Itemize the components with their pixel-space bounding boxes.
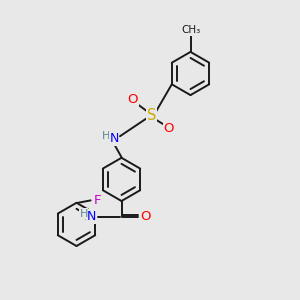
Text: N: N bbox=[87, 210, 96, 223]
Text: S: S bbox=[147, 108, 156, 123]
Text: H: H bbox=[102, 130, 110, 141]
Text: CH₃: CH₃ bbox=[182, 25, 201, 35]
Text: O: O bbox=[140, 210, 151, 223]
Text: H: H bbox=[80, 208, 88, 219]
Text: O: O bbox=[128, 93, 138, 106]
Text: O: O bbox=[164, 122, 174, 136]
Text: N: N bbox=[109, 132, 119, 145]
Text: F: F bbox=[94, 194, 101, 207]
